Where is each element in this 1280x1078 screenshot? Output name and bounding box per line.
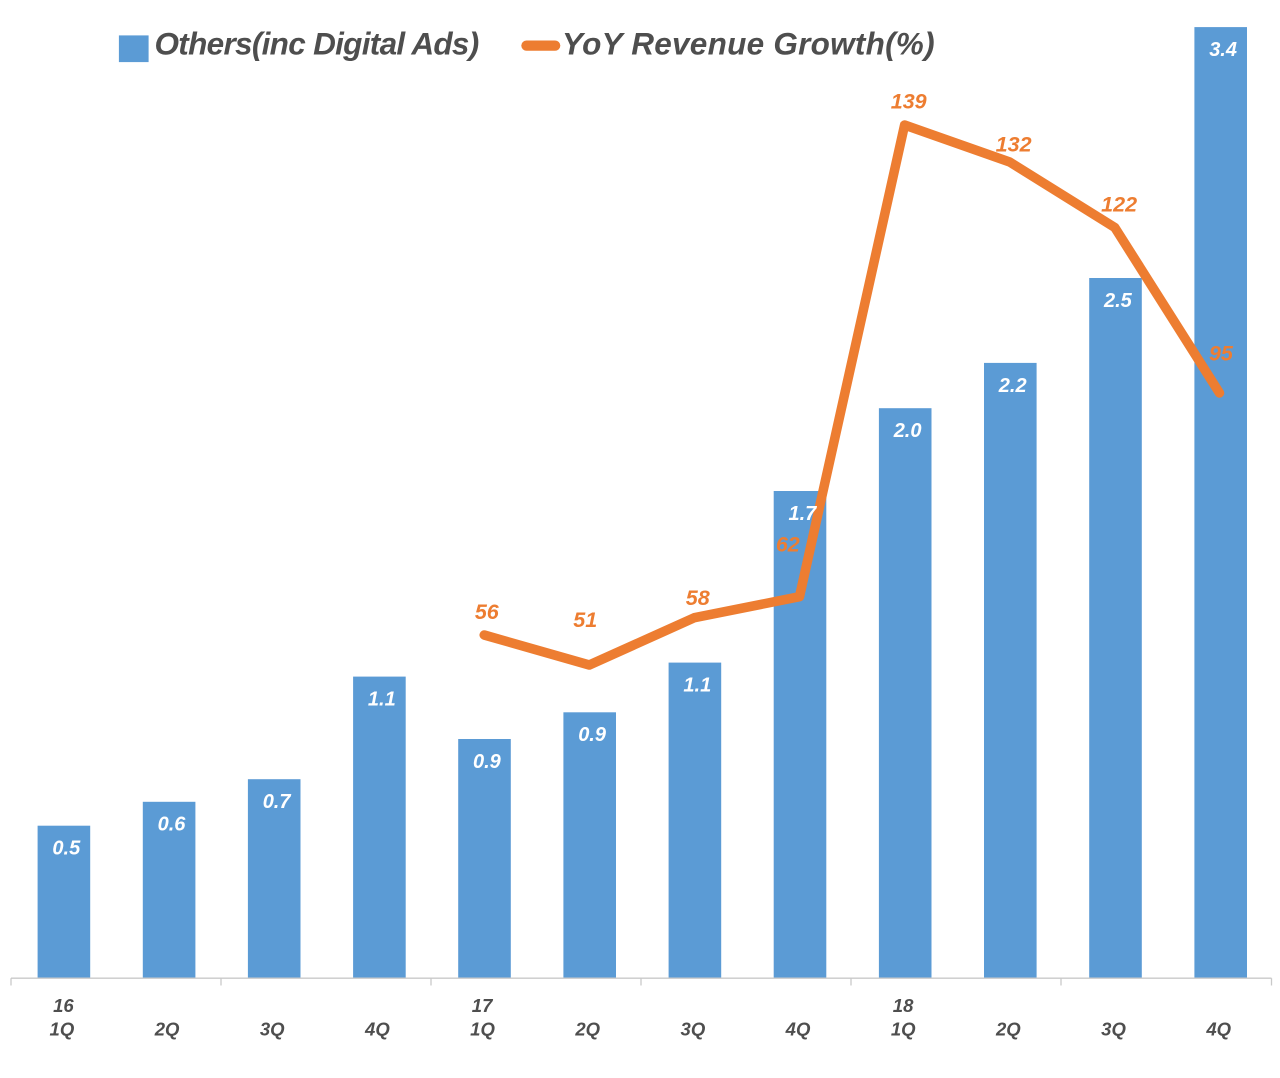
svg-text:0.7: 0.7	[263, 791, 292, 813]
svg-text:0.5: 0.5	[52, 838, 81, 860]
svg-text:2Q: 2Q	[574, 1019, 600, 1040]
svg-text:0.6: 0.6	[158, 814, 187, 836]
svg-text:139: 139	[891, 89, 927, 113]
svg-text:2.2: 2.2	[998, 375, 1027, 397]
svg-text:56: 56	[475, 600, 500, 624]
svg-text:4Q: 4Q	[1205, 1019, 1231, 1040]
svg-text:2Q: 2Q	[995, 1019, 1021, 1040]
svg-text:1.1: 1.1	[683, 675, 711, 697]
svg-text:16: 16	[53, 995, 74, 1016]
svg-text:1Q: 1Q	[470, 1019, 495, 1040]
svg-text:132: 132	[996, 133, 1032, 157]
svg-text:2.5: 2.5	[1103, 290, 1133, 312]
svg-text:2.0: 2.0	[893, 420, 922, 442]
svg-text:3Q: 3Q	[1101, 1019, 1126, 1040]
svg-text:4Q: 4Q	[364, 1019, 390, 1040]
svg-text:58: 58	[686, 586, 710, 610]
svg-text:2Q: 2Q	[154, 1019, 180, 1040]
svg-text:3Q: 3Q	[681, 1019, 706, 1040]
svg-text:51: 51	[573, 608, 597, 632]
svg-text:1.7: 1.7	[788, 503, 817, 525]
svg-text:95: 95	[1209, 342, 1234, 366]
svg-text:Others(inc Digital Ads): Others(inc Digital Ads)	[155, 26, 479, 62]
svg-text:YoY Revenue Growth(%): YoY Revenue Growth(%)	[562, 26, 935, 62]
svg-text:1Q: 1Q	[891, 1019, 916, 1040]
svg-text:18: 18	[893, 995, 914, 1016]
svg-text:1Q: 1Q	[50, 1019, 75, 1040]
svg-text:17: 17	[472, 995, 494, 1016]
svg-text:1.1: 1.1	[368, 689, 396, 711]
svg-text:3.4: 3.4	[1209, 39, 1237, 61]
svg-text:0.9: 0.9	[473, 751, 502, 773]
svg-text:0.9: 0.9	[578, 724, 607, 746]
svg-text:62: 62	[776, 533, 800, 557]
svg-text:3Q: 3Q	[260, 1019, 285, 1040]
svg-text:122: 122	[1101, 193, 1137, 217]
svg-text:4Q: 4Q	[785, 1019, 811, 1040]
